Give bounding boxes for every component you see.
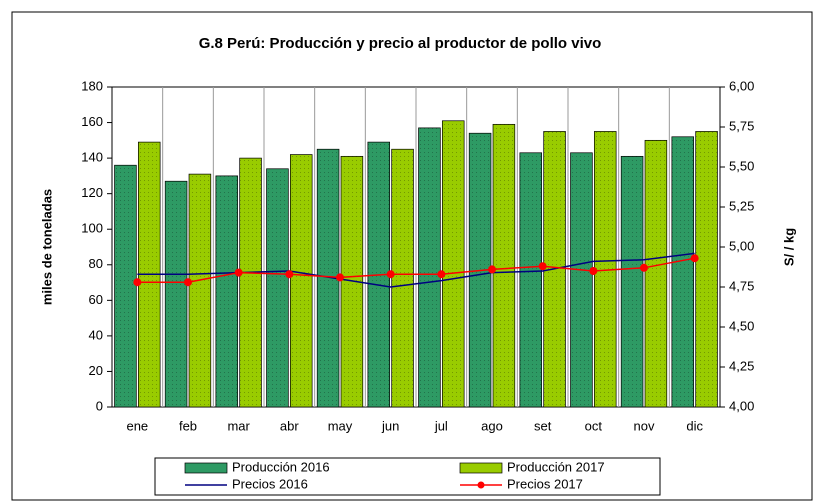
y-tick-label: 180	[81, 78, 103, 93]
marker	[690, 254, 699, 263]
legend-swatch	[184, 462, 228, 474]
bar-texture	[239, 158, 262, 407]
bar-texture	[215, 175, 238, 407]
legend-label: Precios 2017	[507, 476, 583, 491]
legend	[154, 457, 661, 496]
y-tick-label: 100	[81, 221, 103, 236]
marker	[234, 268, 243, 277]
x-tick-label: ago	[481, 418, 503, 433]
line	[137, 252, 695, 288]
marker	[437, 270, 446, 279]
legend-label: Producción 2016	[232, 459, 330, 474]
legend-label: Producción 2017	[507, 459, 605, 474]
y2-tick-label: 5,50	[729, 158, 754, 173]
y-tick-label: 160	[81, 114, 103, 129]
y2-tick-label: 5,75	[729, 118, 754, 133]
bar-texture	[570, 152, 593, 407]
marker	[589, 267, 598, 275]
bar-texture	[189, 174, 211, 407]
chart-title: G.8 Perú: Producción y precio al product…	[199, 35, 602, 52]
x-tick-label: may	[328, 418, 353, 433]
legend-swatch	[459, 462, 503, 474]
y-tick-label: 40	[89, 327, 103, 342]
y2-tick-label: 4,50	[729, 318, 754, 333]
line	[137, 257, 695, 283]
bar-texture	[391, 149, 414, 407]
bar-texture	[317, 149, 339, 407]
marker	[488, 265, 496, 274]
y2-tick-label: 4,00	[729, 398, 754, 413]
y-tick-label: 60	[89, 292, 103, 307]
bar-texture	[493, 124, 515, 407]
legend-label: Precios 2016	[232, 476, 308, 491]
x-tick-label: jun	[381, 418, 399, 433]
x-tick-label: oct	[585, 418, 603, 433]
bar-texture	[266, 168, 289, 407]
marker	[538, 262, 547, 271]
y-tick-label: 140	[81, 150, 103, 165]
bar-texture	[695, 131, 718, 407]
y2-tick-label: 6,00	[729, 78, 754, 93]
legend-marker	[477, 481, 485, 489]
bar-texture	[621, 156, 643, 407]
y2-tick-label: 4,75	[729, 278, 754, 293]
bar-texture	[645, 140, 667, 408]
marker	[285, 270, 294, 279]
x-tick-label: feb	[179, 418, 197, 433]
x-tick-label: abr	[280, 418, 299, 433]
marker	[336, 273, 344, 282]
y-tick-label: 120	[81, 185, 103, 200]
y2-tick-label: 4,25	[729, 358, 754, 373]
y2-tick-label: 5,00	[729, 238, 754, 253]
marker	[133, 278, 142, 287]
x-tick-label: mar	[227, 418, 250, 433]
marker	[184, 278, 192, 287]
y-tick-label: 0	[96, 398, 103, 413]
y-tick-label: 20	[89, 363, 103, 378]
bar-texture	[290, 154, 313, 407]
marker	[640, 263, 648, 272]
x-tick-label: ene	[126, 418, 148, 433]
bar-texture	[594, 131, 617, 407]
y2-tick-label: 5,25	[729, 198, 754, 213]
y-axis-label: miles de toneladas	[39, 189, 54, 305]
bar-texture	[114, 165, 137, 407]
marker	[386, 270, 395, 279]
bar-texture	[519, 152, 542, 407]
bar-texture	[165, 181, 187, 407]
x-tick-label: set	[534, 418, 552, 433]
y2-axis-label: S/ / kg	[781, 228, 796, 266]
bar-texture	[671, 136, 694, 407]
x-tick-label: jul	[434, 418, 448, 433]
bar-texture	[341, 156, 363, 407]
x-tick-label: dic	[686, 418, 703, 433]
bar-texture	[442, 120, 465, 408]
x-tick-label: nov	[634, 418, 655, 433]
y-tick-label: 80	[89, 256, 103, 271]
bar-texture	[418, 127, 441, 407]
